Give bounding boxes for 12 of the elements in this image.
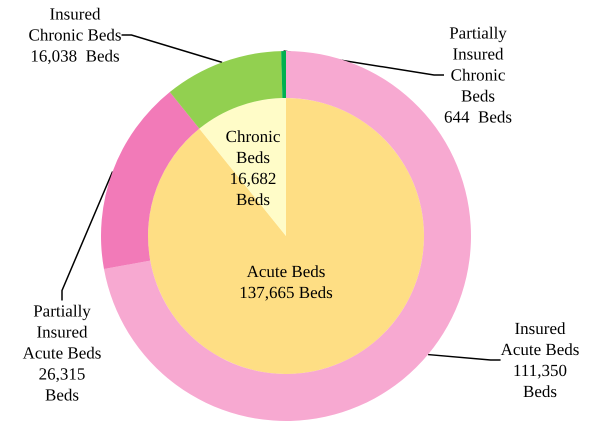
data-label: 16,682 Beds	[230, 169, 276, 209]
data-label: 137,665 Beds	[239, 283, 333, 302]
slice-label: Insured Chronic Beds	[28, 4, 122, 44]
data-label: 111,350 Beds	[513, 361, 567, 401]
slice-label: Chronic Beds	[226, 127, 281, 167]
slice-label: Partially Insured Chronic Beds	[449, 24, 508, 106]
slice-label: Acute Beds	[246, 262, 326, 281]
slice-label: Partially Insured Acute Beds	[22, 302, 102, 362]
data-label: 644 Beds	[444, 108, 512, 126]
data-label: 26,315 Beds	[38, 364, 86, 404]
data-label: 16,038 Beds	[30, 46, 120, 66]
slice-label: Insured Acute Beds	[500, 319, 580, 359]
